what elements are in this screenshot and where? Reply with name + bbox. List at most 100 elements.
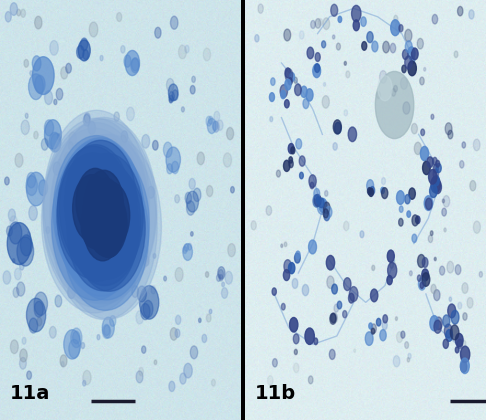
Circle shape — [27, 173, 35, 188]
Circle shape — [45, 91, 52, 105]
Circle shape — [185, 192, 191, 204]
Circle shape — [372, 265, 375, 270]
Circle shape — [20, 235, 33, 256]
Circle shape — [302, 284, 309, 296]
Circle shape — [313, 64, 321, 78]
Circle shape — [154, 360, 157, 365]
Circle shape — [71, 328, 82, 348]
Circle shape — [434, 257, 436, 261]
Circle shape — [172, 161, 179, 174]
Circle shape — [97, 208, 109, 229]
Circle shape — [429, 169, 437, 184]
Circle shape — [57, 146, 130, 272]
Circle shape — [103, 210, 114, 230]
Circle shape — [331, 4, 338, 16]
Circle shape — [390, 43, 396, 53]
Circle shape — [370, 186, 375, 194]
Circle shape — [189, 178, 195, 189]
Circle shape — [258, 4, 263, 13]
Circle shape — [81, 38, 87, 50]
Circle shape — [371, 328, 375, 334]
Circle shape — [316, 197, 320, 203]
Text: 11b: 11b — [255, 384, 296, 403]
Circle shape — [299, 156, 305, 166]
Circle shape — [71, 153, 143, 279]
Circle shape — [142, 134, 150, 148]
Circle shape — [191, 346, 198, 359]
Circle shape — [219, 275, 223, 281]
Circle shape — [371, 324, 376, 333]
Circle shape — [294, 334, 299, 344]
Circle shape — [420, 282, 424, 289]
Circle shape — [185, 45, 189, 53]
Circle shape — [344, 110, 347, 116]
Circle shape — [467, 297, 473, 308]
Circle shape — [155, 27, 161, 38]
Circle shape — [473, 139, 480, 151]
Circle shape — [184, 244, 189, 251]
Circle shape — [83, 381, 86, 386]
Circle shape — [322, 41, 326, 48]
Circle shape — [311, 21, 315, 29]
Circle shape — [35, 16, 42, 29]
Circle shape — [296, 139, 302, 149]
Circle shape — [132, 58, 139, 71]
Circle shape — [22, 337, 26, 344]
Circle shape — [93, 178, 120, 225]
Circle shape — [55, 140, 142, 291]
Circle shape — [323, 209, 329, 218]
Circle shape — [369, 323, 372, 329]
Circle shape — [82, 182, 92, 201]
Circle shape — [82, 167, 135, 260]
Circle shape — [285, 79, 291, 90]
Circle shape — [71, 221, 76, 229]
Circle shape — [408, 47, 415, 59]
Circle shape — [399, 206, 403, 213]
Circle shape — [13, 259, 15, 263]
Circle shape — [285, 68, 291, 78]
Circle shape — [225, 271, 232, 284]
Circle shape — [344, 61, 347, 65]
Circle shape — [433, 158, 437, 165]
Circle shape — [99, 214, 111, 235]
Circle shape — [289, 262, 295, 274]
Circle shape — [95, 153, 104, 168]
Circle shape — [136, 189, 143, 202]
Circle shape — [306, 89, 313, 101]
Circle shape — [41, 139, 48, 150]
Circle shape — [208, 116, 213, 124]
Circle shape — [166, 147, 180, 172]
Circle shape — [431, 176, 440, 193]
Circle shape — [112, 150, 120, 163]
Circle shape — [344, 221, 349, 231]
Circle shape — [140, 304, 150, 320]
Circle shape — [53, 136, 140, 287]
Circle shape — [382, 178, 385, 184]
Circle shape — [382, 188, 388, 199]
Circle shape — [333, 143, 337, 150]
Circle shape — [410, 56, 415, 64]
Circle shape — [17, 237, 34, 266]
Circle shape — [59, 167, 67, 181]
Circle shape — [327, 276, 334, 289]
Circle shape — [21, 9, 25, 17]
Circle shape — [87, 201, 113, 247]
Circle shape — [318, 18, 323, 26]
Circle shape — [21, 120, 29, 135]
Circle shape — [29, 205, 37, 220]
Circle shape — [444, 324, 452, 338]
Circle shape — [60, 355, 67, 367]
Circle shape — [170, 98, 172, 103]
Circle shape — [283, 270, 290, 281]
Circle shape — [44, 110, 150, 295]
Circle shape — [183, 244, 192, 260]
Circle shape — [120, 135, 126, 146]
Circle shape — [424, 68, 426, 71]
Circle shape — [422, 269, 429, 281]
Circle shape — [52, 149, 139, 300]
Circle shape — [50, 326, 56, 338]
Circle shape — [289, 157, 293, 163]
Circle shape — [10, 216, 17, 229]
Circle shape — [399, 25, 403, 32]
Circle shape — [137, 286, 146, 302]
